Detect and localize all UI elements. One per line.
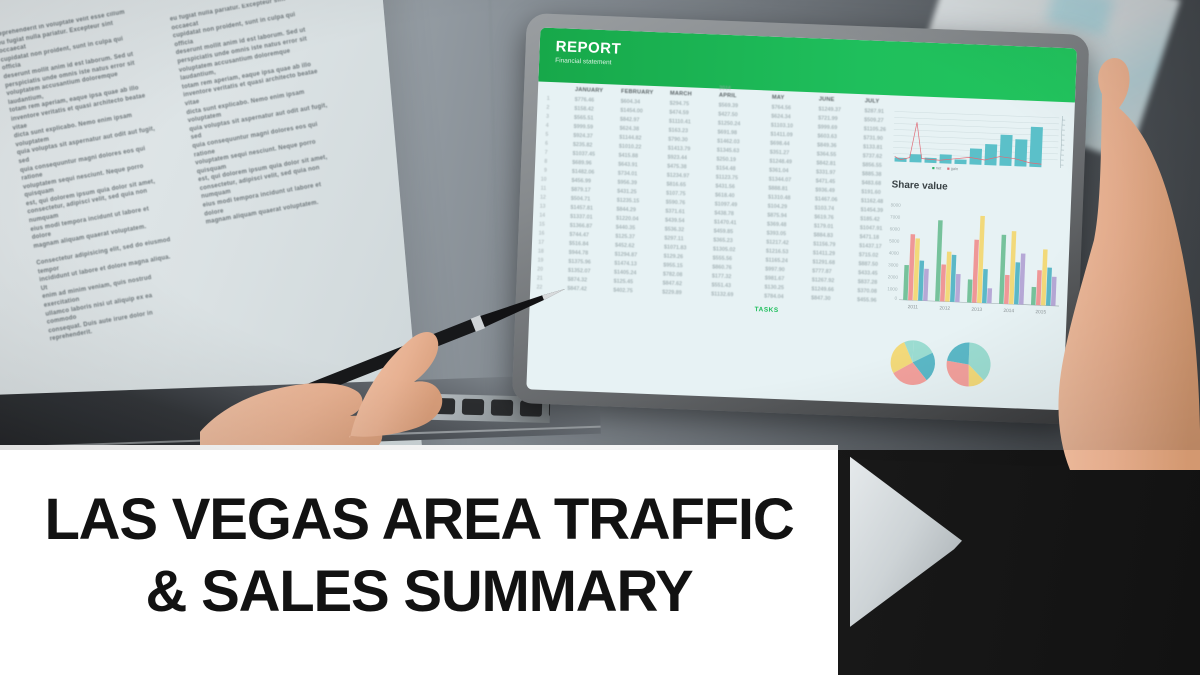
svg-text:4000: 4000 bbox=[889, 250, 900, 255]
svg-text:7000: 7000 bbox=[890, 214, 901, 219]
svg-text:8000: 8000 bbox=[890, 202, 901, 207]
svg-text:6000: 6000 bbox=[890, 226, 901, 231]
svg-text:2000: 2000 bbox=[888, 274, 899, 279]
svg-text:5000: 5000 bbox=[889, 238, 900, 243]
svg-text:3000: 3000 bbox=[888, 262, 899, 267]
svg-text:2011: 2011 bbox=[908, 304, 919, 310]
svg-text:1000: 1000 bbox=[887, 286, 898, 291]
svg-text:2013: 2013 bbox=[971, 307, 982, 313]
svg-text:net: net bbox=[936, 165, 943, 170]
svg-text:2012: 2012 bbox=[939, 305, 950, 311]
svg-text:gain: gain bbox=[951, 166, 959, 171]
svg-text:0: 0 bbox=[894, 296, 897, 301]
